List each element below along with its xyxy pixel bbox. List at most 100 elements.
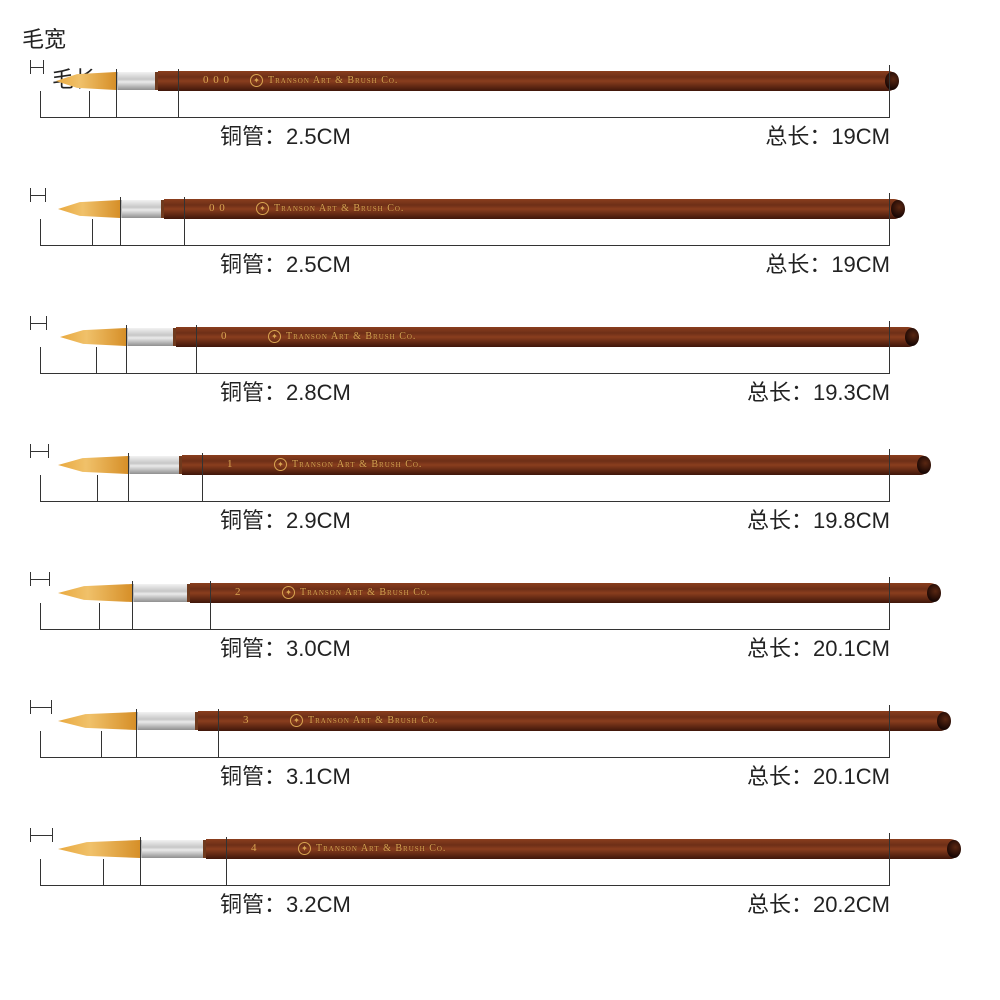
brand-logo-icon: ✦ [256, 202, 269, 215]
brand-logo-icon: ✦ [298, 842, 311, 855]
brand-text: Transon Art & Brush Co. [292, 459, 422, 470]
brush-bristle [56, 72, 116, 90]
dimension-tick [40, 859, 41, 885]
diagram-container: 毛宽 毛长 0 0 0✦Transon Art & Brush Co.铜管：2.… [0, 50, 1000, 946]
brush-size-number: 2 [235, 586, 242, 598]
brush-size-number: 0 0 0 [203, 74, 230, 86]
brush-handle: 0 0 0 ✦ Transon Art & Brush Co. [158, 71, 898, 91]
brand-logo-icon: ✦ [250, 74, 263, 87]
tube-length-label: 铜管：3.1CM [220, 759, 351, 791]
brush-row: 0 0 ✦ Transon Art & Brush Co. 铜管：2.5CM 总长：19… [0, 178, 1000, 306]
tube-length-label: 铜管：2.5CM [220, 247, 351, 279]
dimension-line [40, 629, 890, 630]
dimension-tick [226, 837, 227, 885]
total-length-label: 总长：20.1CM [747, 631, 890, 663]
total-length-label: 总长：20.2CM [747, 887, 890, 919]
brush-row: 0 0 0✦Transon Art & Brush Co.铜管：2.5CM总长：… [0, 50, 1000, 178]
brush-bristle [58, 456, 128, 474]
brush-ferrule [132, 584, 190, 602]
dimension-bar: 铜管：3.1CM总长：20.1CM [40, 745, 890, 785]
brush-handle: 0 0 ✦ Transon Art & Brush Co. [164, 199, 904, 219]
brand-logo-icon: ✦ [268, 330, 281, 343]
dimension-tick [40, 219, 41, 245]
dimension-bar: 铜管：2.9CM总长：19.8CM [40, 489, 890, 529]
brand-text: Transon Art & Brush Co. [274, 203, 404, 214]
dimension-tick [101, 731, 102, 757]
dimension-tick [89, 91, 90, 117]
dimension-tick [202, 453, 203, 501]
dimension-tick [116, 69, 117, 117]
brush-bristle [58, 712, 136, 730]
brush-row: 2✦Transon Art & Brush Co. 铜管：3.0CM 总长：20.1… [0, 562, 1000, 690]
dimension-tick [132, 581, 133, 629]
brand-logo-icon: ✦ [274, 458, 287, 471]
brush-row: 1 ✦ Transon Art & Brush Co. 铜管：2.9CM总长：19.8… [0, 434, 1000, 562]
total-length-label: 总长：19.8CM [747, 503, 890, 535]
brand-text: Transon Art & Brush Co. [308, 715, 438, 726]
dimension-tick [40, 347, 41, 373]
hair-width-marker [30, 444, 49, 458]
brush-row: 4✦Transon Art & Brush Co.铜管：3.2CM总长：20.2… [0, 818, 1000, 946]
brush-ferrule [136, 712, 198, 730]
hair-width-marker [30, 700, 52, 714]
brand-text: Transon Art & Brush Co. [316, 843, 446, 854]
dimension-tick [40, 603, 41, 629]
brand-text: Transon Art & Brush Co. [300, 587, 430, 598]
dimension-tick [103, 859, 104, 885]
brush-bristle [58, 200, 120, 218]
brand-logo-icon: ✦ [290, 714, 303, 727]
dimension-tick [96, 347, 97, 373]
brush-handle: 4 ✦ Transon Art & Brush Co. [206, 839, 960, 859]
tube-length-label: 铜管：2.5CM [220, 119, 351, 151]
brush-size-number: 1 [227, 458, 234, 470]
brush-handle: 0 ✦ Transon Art & Brush Co. [176, 327, 918, 347]
hair-width-marker [30, 316, 47, 330]
dimension-tick-end [889, 449, 890, 501]
dimension-tick-end [889, 705, 890, 757]
dimension-tick [92, 219, 93, 245]
tube-length-label: 铜管：3.2CM [220, 887, 351, 919]
dimension-tick [184, 197, 185, 245]
dimension-bar: 铜管：3.2CM总长：20.2CM [40, 873, 890, 913]
brush-ferrule [126, 328, 176, 346]
dimension-tick [120, 197, 121, 245]
dimension-bar: 铜管：2.5CM总长：19CM [40, 105, 890, 145]
brush-row: 0✦Transon Art & Brush Co.铜管：2.8CM总长：19.3… [0, 306, 1000, 434]
brand-text: Transon Art & Brush Co. [268, 75, 398, 86]
brush-ferrule [128, 456, 182, 474]
brush-size-number: 3 [243, 714, 250, 726]
brush-bristle [60, 328, 126, 346]
dimension-tick-end [889, 193, 890, 245]
dimension-tick [128, 453, 129, 501]
tube-length-label: 铜管：3.0CM [220, 631, 351, 663]
dimension-tick [140, 837, 141, 885]
brush-size-number: 0 [221, 330, 228, 342]
dimension-tick [178, 69, 179, 117]
dimension-tick-end [889, 321, 890, 373]
brush-size-number: 4 [251, 842, 258, 854]
dimension-tick [40, 731, 41, 757]
brush-handle: 3 ✦ Transon Art & Brush Co. [198, 711, 950, 731]
brush-ferrule [140, 840, 206, 858]
brush-handle: 1 ✦ Transon Art & Brush Co. [182, 455, 930, 475]
total-length-label: 总长：20.1CM [747, 759, 890, 791]
total-length-label: 总长：19CM [765, 119, 890, 151]
brush-size-number: 0 0 [209, 202, 226, 214]
dimension-tick [218, 709, 219, 757]
dimension-tick [136, 709, 137, 757]
dimension-tick [126, 325, 127, 373]
dimension-tick [196, 325, 197, 373]
dimension-tick-end [889, 577, 890, 629]
total-length-label: 总长：19CM [765, 247, 890, 279]
dimension-line [40, 245, 890, 246]
dimension-tick [97, 475, 98, 501]
brand-text: Transon Art & Brush Co. [286, 331, 416, 342]
tube-length-label: 铜管：2.8CM [220, 375, 351, 407]
dimension-tick [99, 603, 100, 629]
brush-handle: 2✦Transon Art & Brush Co. [190, 583, 940, 603]
total-length-label: 总长：19.3CM [747, 375, 890, 407]
hair-width-marker [30, 60, 44, 74]
dimension-tick [40, 91, 41, 117]
dimension-line [40, 373, 890, 374]
dimension-bar: 铜管：2.8CM总长：19.3CM [40, 361, 890, 401]
